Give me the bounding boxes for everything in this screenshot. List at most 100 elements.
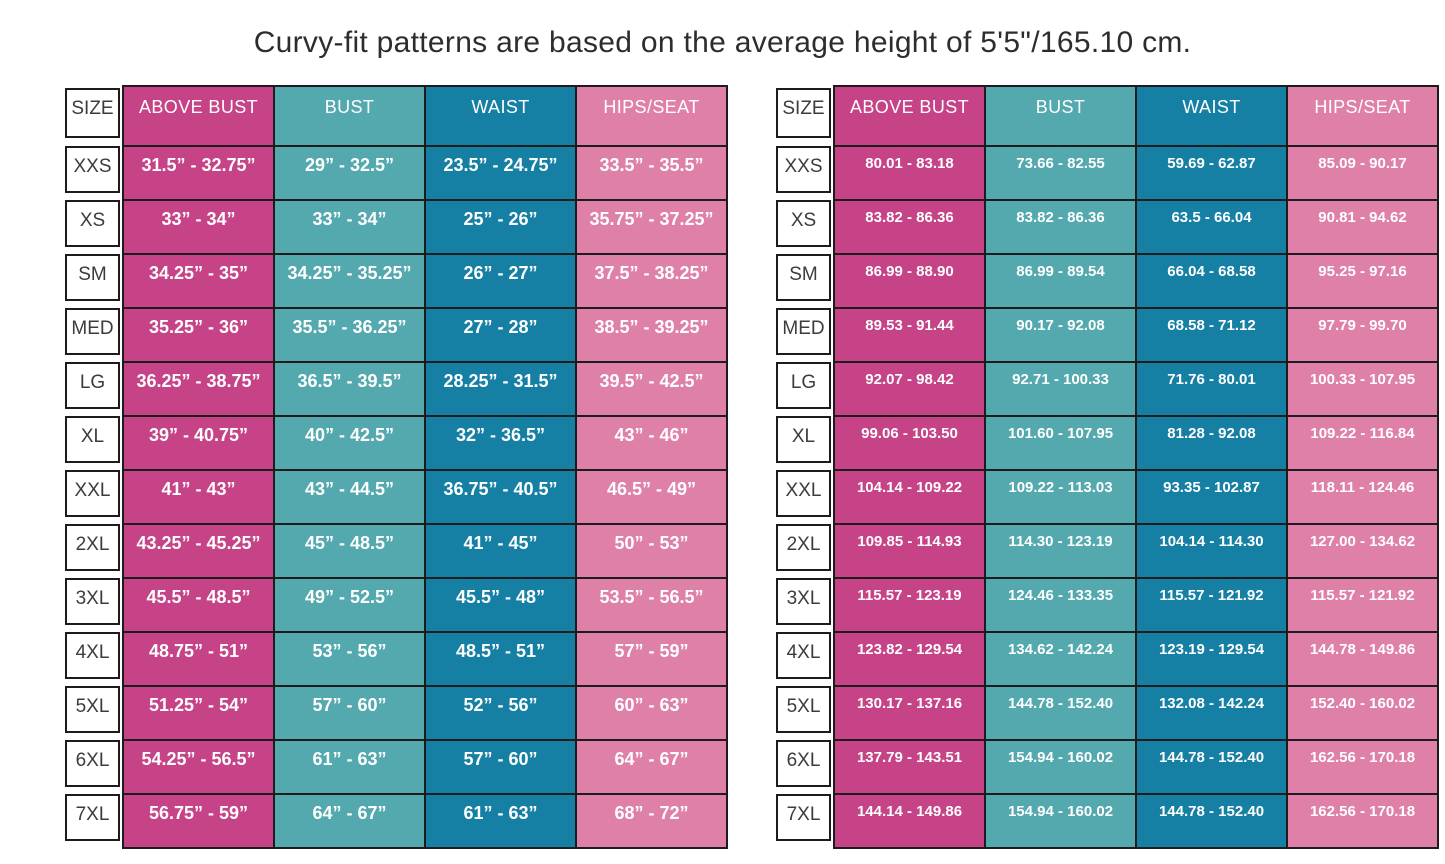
measurement-cell-above-bust: 115.57 - 123.19 (833, 577, 986, 633)
table-row: 99.06 - 103.50 101.60 - 107.95 81.28 - 92.… (833, 415, 1439, 471)
measurement-cell-waist: 52” - 56” (424, 685, 577, 741)
table-row: 86.99 - 88.90 86.99 - 89.54 66.04 - 68.58 9… (833, 253, 1439, 309)
measurement-cell-waist: 68.58 - 71.12 (1135, 307, 1288, 363)
table-row: 54.25” - 56.5” 61” - 63” 57” - 60” 64” - 67… (122, 739, 728, 795)
measurement-cell-above-bust: 45.5” - 48.5” (122, 577, 275, 633)
table-row: 83.82 - 86.36 83.82 - 86.36 63.5 - 66.04 90… (833, 199, 1439, 255)
size-cell: 6XL (776, 739, 831, 793)
measurement-cell-above-bust: 109.85 - 114.93 (833, 523, 986, 579)
measurement-cell-hips-seat: 37.5” - 38.25” (575, 253, 728, 309)
size-chart-inches: SIZE XXS XS SM MED LG XL XXL 2XL 3XL 4XL 5XL 6XL 7XL A… (65, 85, 728, 849)
measurement-cell-hips-seat: 118.11 - 124.46 (1286, 469, 1439, 525)
measurement-cell-bust: 45” - 48.5” (273, 523, 426, 579)
table-row: 41” - 43” 43” - 44.5” 36.75” - 40.5” 46.5” … (122, 469, 728, 525)
measurement-cell-bust: 35.5” - 36.25” (273, 307, 426, 363)
table-row: 36.25” - 38.75” 36.5” - 39.5” 28.25” - 31.… (122, 361, 728, 417)
measurement-cell-bust: 61” - 63” (273, 739, 426, 795)
size-label: 5XL (65, 686, 120, 733)
measurement-cell-hips-seat: 46.5” - 49” (575, 469, 728, 525)
size-cell: 5XL (65, 685, 120, 739)
measurement-cell-bust: 134.62 - 142.24 (984, 631, 1137, 687)
size-label: 5XL (776, 686, 831, 733)
measurement-cell-above-bust: 99.06 - 103.50 (833, 415, 986, 471)
measurement-cell-waist: 123.19 - 129.54 (1135, 631, 1288, 687)
measurement-cell-hips-seat: 38.5” - 39.25” (575, 307, 728, 363)
measurement-cell-above-bust: 54.25” - 56.5” (122, 739, 275, 795)
size-cell: XS (65, 199, 120, 253)
size-label: 4XL (776, 632, 831, 679)
measurement-cell-hips-seat: 64” - 67” (575, 739, 728, 795)
size-label: 2XL (776, 524, 831, 571)
column-header-bust: BUST (273, 85, 426, 147)
size-cell: 5XL (776, 685, 831, 739)
size-cell: LG (776, 361, 831, 415)
measurement-cell-waist: 57” - 60” (424, 739, 577, 795)
measurement-cell-bust: 33” - 34” (273, 199, 426, 255)
size-label: 6XL (776, 740, 831, 787)
measurement-cell-above-bust: 56.75” - 59” (122, 793, 275, 849)
table-row: 56.75” - 59” 64” - 67” 61” - 63” 68” - 72” (122, 793, 728, 849)
size-label: MED (776, 308, 831, 355)
measurement-cell-above-bust: 35.25” - 36” (122, 307, 275, 363)
size-label: LG (65, 362, 120, 409)
table-row: 51.25” - 54” 57” - 60” 52” - 56” 60” - 63” (122, 685, 728, 741)
table-row: 89.53 - 91.44 90.17 - 92.08 68.58 - 71.12 9… (833, 307, 1439, 363)
column-header-above-bust: ABOVE BUST (122, 85, 275, 147)
size-cell: XXL (65, 469, 120, 523)
measurement-cell-waist: 36.75” - 40.5” (424, 469, 577, 525)
measurement-cell-waist: 93.35 - 102.87 (1135, 469, 1288, 525)
measurement-cell-waist: 71.76 - 80.01 (1135, 361, 1288, 417)
measurement-cell-waist: 28.25” - 31.5” (424, 361, 577, 417)
size-cell: MED (776, 307, 831, 361)
measurement-cell-above-bust: 92.07 - 98.42 (833, 361, 986, 417)
table-row: 35.25” - 36” 35.5” - 36.25” 27” - 28” 38.5”… (122, 307, 728, 363)
measurement-cell-hips-seat: 68” - 72” (575, 793, 728, 849)
measurement-cell-hips-seat: 35.75” - 37.25” (575, 199, 728, 255)
measurement-cell-waist: 104.14 - 114.30 (1135, 523, 1288, 579)
table-row: 130.17 - 137.16 144.78 - 152.40 132.08 - 1… (833, 685, 1439, 741)
measurement-cell-bust: 86.99 - 89.54 (984, 253, 1137, 309)
size-cell: 7XL (65, 793, 120, 847)
measurement-cell-above-bust: 36.25” - 38.75” (122, 361, 275, 417)
measurement-cell-bust: 29” - 32.5” (273, 145, 426, 201)
measurement-cell-bust: 43” - 44.5” (273, 469, 426, 525)
size-label: 6XL (65, 740, 120, 787)
size-label: SM (776, 254, 831, 301)
size-cell: SM (776, 253, 831, 307)
measurement-cell-above-bust: 41” - 43” (122, 469, 275, 525)
measurement-cell-hips-seat: 53.5” - 56.5” (575, 577, 728, 633)
measurement-cell-above-bust: 89.53 - 91.44 (833, 307, 986, 363)
measurement-cell-waist: 144.78 - 152.40 (1135, 793, 1288, 849)
table-row: 48.75” - 51” 53” - 56” 48.5” - 51” 57” - 59… (122, 631, 728, 687)
size-cell: SM (65, 253, 120, 307)
table-row: 109.85 - 114.93 114.30 - 123.19 104.14 - 1… (833, 523, 1439, 579)
size-cell: XL (65, 415, 120, 469)
measurement-cell-bust: 154.94 - 160.02 (984, 739, 1137, 795)
measurement-cell-hips-seat: 50” - 53” (575, 523, 728, 579)
measurement-cell-above-bust: 83.82 - 86.36 (833, 199, 986, 255)
measurement-cell-above-bust: 34.25” - 35” (122, 253, 275, 309)
measurement-cell-bust: 92.71 - 100.33 (984, 361, 1137, 417)
measurement-cell-hips-seat: 127.00 - 134.62 (1286, 523, 1439, 579)
measurement-cell-waist: 144.78 - 152.40 (1135, 739, 1288, 795)
size-label: XXS (65, 146, 120, 193)
measurement-cell-waist: 61” - 63” (424, 793, 577, 849)
measurement-cell-bust: 109.22 - 113.03 (984, 469, 1137, 525)
size-cell: 4XL (776, 631, 831, 685)
measurement-cell-hips-seat: 100.33 - 107.95 (1286, 361, 1439, 417)
size-label: XS (776, 200, 831, 247)
table-row: 92.07 - 98.42 92.71 - 100.33 71.76 - 80.01… (833, 361, 1439, 417)
measurement-cell-hips-seat: 57” - 59” (575, 631, 728, 687)
measurement-cell-bust: 36.5” - 39.5” (273, 361, 426, 417)
size-label: 2XL (65, 524, 120, 571)
table-row: 43.25” - 45.25” 45” - 48.5” 41” - 45” 50” -… (122, 523, 728, 579)
measurements-table: ABOVE BUST BUST WAIST HIPS/SEAT 31.5” - 32.7… (122, 85, 728, 849)
measurement-cell-hips-seat: 152.40 - 160.02 (1286, 685, 1439, 741)
measurement-cell-hips-seat: 33.5” - 35.5” (575, 145, 728, 201)
measurement-cell-waist: 27” - 28” (424, 307, 577, 363)
measurement-cell-bust: 57” - 60” (273, 685, 426, 741)
size-label: 4XL (65, 632, 120, 679)
table-row: 34.25” - 35” 34.25” - 35.25” 26” - 27” 37.5… (122, 253, 728, 309)
measurement-cell-bust: 90.17 - 92.08 (984, 307, 1137, 363)
page: Curvy-fit patterns are based on the aver… (0, 26, 1445, 849)
